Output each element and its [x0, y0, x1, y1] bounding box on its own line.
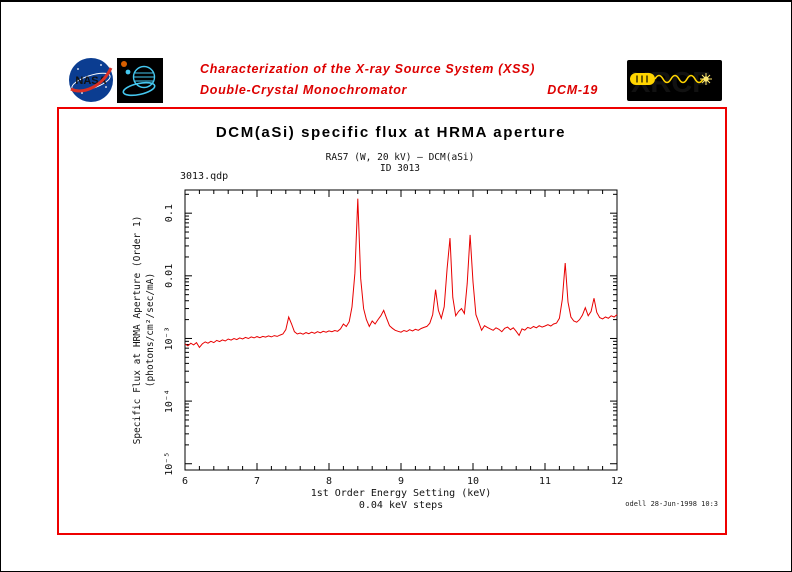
- flux-plot: Specific Flux at HRMA Aperture (Order 1)…: [132, 189, 623, 511]
- figure-title: DCM(aSi) specific flux at HRMA aperture: [215, 124, 567, 141]
- globe-icon: [132, 65, 156, 89]
- y-axis-label: Specific Flux at HRMA Aperture (Order 1): [132, 216, 143, 445]
- qdp-file-label: 3013.qdp: [180, 171, 229, 182]
- x-axis-label: 1st Order Energy Setting (keV): [311, 488, 492, 499]
- xrcf-logo-bg: [627, 60, 722, 101]
- header-title-line1: Characterization of the X-ray Source Sys…: [200, 62, 536, 76]
- header-subtitle: Double-Crystal Monochromator: [200, 83, 408, 97]
- x-tick-label: 12: [611, 476, 623, 487]
- nasa-swoosh: [70, 67, 113, 93]
- nasa-logo: NASA: [69, 58, 113, 102]
- x-tick-label: 11: [539, 476, 551, 487]
- sun-icon: [121, 61, 127, 67]
- star-icon: [77, 68, 79, 70]
- y-tick-label: 10⁻⁵: [164, 452, 175, 476]
- y-tick-label: 10⁻⁴: [164, 389, 175, 413]
- x-tick-label: 10: [467, 476, 479, 487]
- header-title-line2-row: Double-Crystal Monochromator DCM-19: [200, 83, 598, 97]
- xrcf-logo: XRCF: [627, 60, 722, 101]
- x-axis-sublabel: 0.04 keV steps: [359, 500, 443, 511]
- tube-slot: [641, 75, 643, 83]
- mission-logo: [117, 58, 163, 103]
- x-tick-label: 9: [398, 476, 404, 487]
- x-tick-label: 8: [326, 476, 332, 487]
- xray-flash-rays: [700, 73, 712, 85]
- y-axis-units-label: (photons/cm²/sec/mA): [145, 273, 156, 387]
- ring-ellipse: [122, 81, 156, 97]
- top-rule: [0, 0, 792, 2]
- star-icon: [100, 64, 102, 66]
- x-tick-label: 6: [182, 476, 188, 487]
- plot-run-id: ID 3013: [379, 163, 421, 174]
- star-icon: [105, 86, 107, 88]
- plot-subtitle: RAS7 (W, 20 kV) – DCM(aSi): [325, 152, 475, 163]
- plot-credit-timestamp: odell 28-Jun-1998 10:3: [625, 500, 718, 508]
- satellite-dot: [125, 69, 131, 75]
- star-icon: [81, 92, 83, 94]
- doc-id: DCM-19: [547, 83, 598, 97]
- tube-slot: [646, 75, 648, 83]
- x-tick-label: 7: [254, 476, 260, 487]
- xray-wave: [654, 74, 704, 84]
- y-tick-label: 10⁻³: [164, 326, 175, 350]
- y-tick-label: 0.1: [164, 204, 175, 222]
- y-tick-label: 0.01: [164, 264, 175, 288]
- plot-frame: [184, 189, 618, 471]
- tube-slot: [636, 75, 638, 83]
- flux-curve: [184, 198, 618, 349]
